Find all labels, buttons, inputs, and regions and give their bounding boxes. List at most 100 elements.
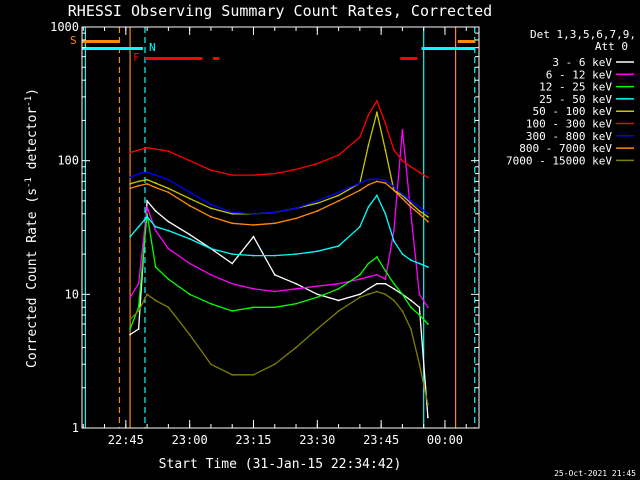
series-point: [375, 194, 378, 197]
legend-label-7: 800 - 7000 keV: [519, 142, 612, 155]
series-point: [146, 146, 149, 149]
series-line-4: [129, 112, 429, 218]
series-point: [231, 211, 234, 214]
series-line-5: [129, 99, 429, 178]
series-point: [358, 296, 361, 299]
series-point: [146, 178, 149, 181]
series-point: [167, 187, 170, 190]
x-axis-label: Start Time (31-Jan-15 22:34:42): [159, 457, 402, 472]
series-point: [167, 306, 170, 309]
series-line-1: [129, 129, 429, 308]
series-point: [367, 262, 370, 265]
series-point: [188, 237, 191, 240]
series-point: [137, 328, 140, 330]
series-point: [167, 178, 170, 181]
series-point: [418, 212, 421, 215]
series-point: [427, 220, 429, 223]
saa-flag-bar: [457, 40, 475, 43]
series-point: [273, 306, 276, 309]
series-point: [188, 159, 191, 162]
series-point: [188, 233, 191, 236]
series-point: [231, 212, 234, 215]
timestamp: 25-Oct-2021 21:45: [554, 469, 636, 478]
series-point: [137, 225, 140, 228]
series-point: [273, 273, 276, 276]
series-point: [367, 113, 370, 116]
series-point: [427, 215, 429, 218]
series-point: [384, 122, 387, 125]
series-point: [401, 193, 404, 196]
series-point: [129, 187, 131, 190]
series-point: [358, 293, 361, 296]
series-point: [375, 180, 378, 183]
series-point: [167, 150, 170, 152]
series-point: [252, 254, 255, 257]
series-point: [410, 306, 412, 309]
series-point: [137, 172, 140, 175]
series-point: [410, 200, 412, 202]
series-point: [401, 128, 404, 131]
series-point: [384, 179, 387, 182]
series-point: [129, 183, 131, 185]
series-point: [137, 306, 140, 309]
series-point: [154, 225, 157, 228]
y-tick-label: 1: [72, 421, 79, 435]
series-point: [167, 278, 170, 281]
legend-header-2: Att 0: [595, 40, 628, 53]
series-point: [392, 229, 395, 232]
series-point: [392, 299, 395, 302]
series-point: [418, 171, 421, 174]
series-point: [231, 373, 234, 376]
series-point: [392, 185, 395, 188]
series-point: [418, 262, 421, 265]
series-point: [427, 306, 429, 309]
flare-flag-bar: [400, 57, 418, 60]
series-point: [401, 197, 404, 200]
series-point: [384, 269, 387, 272]
series-point: [384, 293, 387, 296]
series-point: [273, 254, 276, 257]
series-point: [231, 310, 234, 312]
series-point: [367, 183, 370, 186]
series-point: [358, 136, 361, 139]
series-point: [384, 212, 387, 215]
y-tick-label: 1000: [50, 20, 79, 34]
series-point: [273, 290, 276, 293]
y-tick-label: 10: [65, 287, 79, 301]
series-point: [316, 285, 319, 288]
series-point: [295, 287, 297, 290]
series-point: [384, 282, 387, 285]
series-point: [188, 262, 191, 265]
series-point: [137, 310, 140, 312]
series-point: [273, 222, 276, 225]
flag-label-s: S: [70, 34, 77, 47]
series-point: [146, 212, 149, 215]
series-point: [401, 293, 404, 296]
series-point: [295, 217, 297, 220]
series-line-3: [129, 194, 429, 268]
series-point: [337, 310, 340, 312]
y-axis-label-sup2: -1: [24, 96, 34, 107]
series-point: [410, 259, 412, 262]
legend-label-0: 3 - 6 keV: [552, 56, 612, 69]
series-point: [129, 318, 131, 321]
series-point: [210, 203, 212, 206]
series-point: [358, 278, 361, 281]
series-point: [210, 169, 212, 172]
series-point: [410, 206, 412, 208]
series-line-6: [129, 171, 429, 215]
series-point: [295, 168, 297, 171]
series-point: [418, 210, 421, 212]
series-point: [316, 210, 319, 212]
x-tick-label: 23:00: [172, 433, 208, 447]
series-point: [146, 215, 149, 218]
series-point: [210, 302, 212, 305]
night-flag-bar: [82, 47, 143, 50]
series-line-8: [129, 290, 429, 405]
series-point: [154, 174, 157, 176]
series-point: [375, 290, 378, 293]
series-line-0: [129, 199, 429, 418]
series-point: [418, 363, 421, 366]
series-point: [137, 149, 140, 151]
series-point: [337, 191, 340, 194]
